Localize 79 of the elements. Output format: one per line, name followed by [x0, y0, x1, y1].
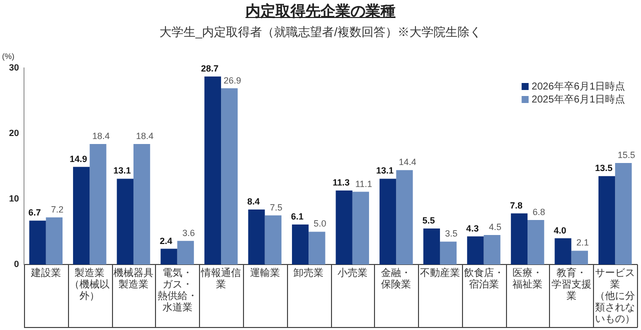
data-label: 14.9	[70, 154, 88, 164]
bar	[352, 192, 370, 264]
bar	[116, 178, 134, 264]
data-label: 4.5	[488, 222, 502, 232]
data-label: 6.8	[532, 206, 546, 217]
x-tick-label: 医療・福祉業	[512, 267, 543, 290]
bar	[264, 215, 282, 264]
data-label: 2.1	[576, 238, 589, 248]
data-label: 28.7	[200, 64, 218, 74]
bar	[615, 162, 632, 264]
data-label: 4.0	[554, 225, 566, 236]
bar	[528, 220, 544, 264]
bar	[598, 176, 616, 264]
data-label: 7.2	[50, 204, 64, 214]
bar	[29, 220, 46, 264]
y-tick-label: 20	[8, 128, 20, 138]
x-tick-label: 飲食店・宿泊業	[464, 267, 504, 290]
bar	[160, 248, 178, 264]
legend-label: 2025年卒6月1日時点	[532, 93, 626, 106]
x-tick-label: 電気・ガス・熱供給・水道業	[157, 268, 198, 314]
bar	[554, 238, 572, 264]
data-label: 13.5	[595, 163, 613, 174]
bar	[308, 232, 326, 264]
data-label: 7.8	[510, 200, 522, 210]
y-axis-title: (%)	[2, 52, 15, 62]
data-label: 5.0	[314, 218, 326, 229]
chart-subtitle: 大学生_内定取得者（就職志望者/複数回答）※大学院生除く	[158, 24, 482, 40]
x-tick-label: 製造業（機械以外）	[70, 267, 110, 302]
x-tick-label: 機械器具製造業	[113, 267, 154, 290]
bar	[292, 224, 309, 264]
x-tick-label: 情報通信業	[200, 267, 242, 290]
bar	[221, 88, 238, 264]
bar	[423, 228, 440, 264]
bar	[90, 144, 106, 264]
data-label: 4.3	[466, 223, 479, 234]
x-tick-label: 教育・学習支援業	[551, 267, 592, 302]
x-tick-label: サービス業（他に分類されないもの）	[595, 268, 636, 325]
data-label: 7.5	[270, 202, 282, 212]
data-label: 18.4	[136, 130, 154, 141]
data-label: 3.6	[182, 228, 195, 238]
x-tick-label: 金融・保険業	[381, 267, 412, 290]
bar	[396, 170, 413, 264]
bar	[571, 250, 588, 264]
data-label: 2.4	[160, 236, 172, 246]
data-label: 14.4	[398, 157, 416, 168]
data-label: 18.4	[92, 130, 110, 141]
chart-title: 内定取得先企業の業種	[244, 3, 396, 21]
y-tick-label: 30	[8, 62, 20, 72]
data-label: 6.1	[291, 212, 304, 222]
bar	[248, 209, 265, 264]
x-tick-label: 卸売業	[294, 267, 324, 279]
bar	[73, 166, 90, 264]
bar	[204, 76, 222, 264]
y-tick-label: 0	[14, 258, 20, 269]
data-label: 5.5	[422, 215, 435, 226]
x-tick-label: 運輸業	[250, 267, 280, 279]
y-tick-label: 10	[8, 193, 20, 204]
bar	[484, 235, 500, 264]
bar	[133, 144, 150, 264]
x-tick-label: 小売業	[337, 267, 368, 279]
data-label: 11.1	[355, 178, 372, 189]
x-tick-label: 不動産業	[420, 267, 460, 279]
data-label: 11.3	[332, 177, 350, 188]
bar	[467, 236, 484, 264]
bar	[46, 217, 63, 264]
data-label: 15.5	[618, 150, 636, 160]
data-label: 26.9	[224, 75, 242, 86]
data-label: 8.4	[247, 196, 260, 206]
bar	[510, 213, 528, 264]
data-label: 6.7	[28, 208, 41, 218]
data-label: 3.5	[445, 228, 458, 239]
bar	[440, 242, 457, 264]
x-tick-label: 建設業	[30, 267, 61, 279]
bar	[336, 190, 352, 264]
data-label: 13.1	[113, 166, 131, 176]
legend-label: 2026年卒6月1日時点	[532, 80, 626, 92]
bar	[177, 240, 194, 264]
data-label: 13.1	[376, 166, 394, 176]
bar	[380, 178, 396, 264]
